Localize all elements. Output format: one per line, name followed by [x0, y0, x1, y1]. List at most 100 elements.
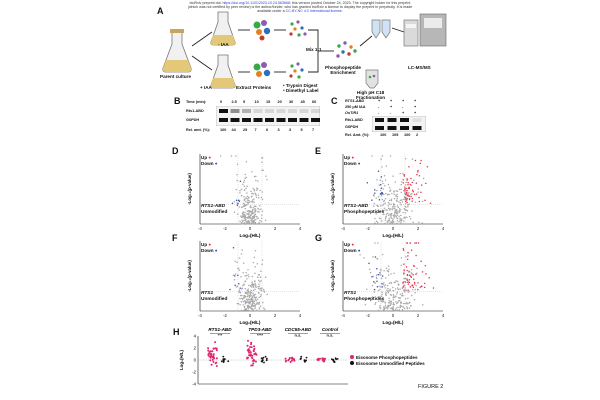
data-point	[386, 284, 389, 287]
data-point	[252, 206, 255, 209]
license-link[interactable]: CC-BY-NC 4.0 International license	[285, 9, 342, 14]
data-point	[252, 222, 254, 224]
data-point	[266, 293, 268, 296]
data-point	[394, 309, 396, 312]
header-text: ; this version posted October 24, 2023. …	[289, 1, 411, 5]
data-point	[379, 286, 382, 288]
data-point	[410, 275, 412, 277]
data-point	[248, 284, 250, 287]
data-point	[257, 303, 259, 305]
data-point	[384, 287, 387, 289]
volcano-subset: Unmodified	[201, 296, 228, 302]
data-point	[379, 184, 382, 186]
data-point	[392, 301, 395, 304]
data-point	[258, 211, 260, 213]
data-point	[374, 282, 376, 284]
data-point	[391, 221, 394, 224]
data-point	[244, 287, 247, 290]
data-point	[246, 192, 248, 194]
volcano-plot-f: -4 -2 0 2 4 Log₂(H/L) -Log₁₀(p-value)	[187, 241, 302, 325]
data-point	[404, 197, 406, 200]
data-point	[262, 309, 265, 312]
data-point	[399, 202, 402, 204]
rel-amt-value: 29	[243, 128, 248, 132]
data-point	[238, 206, 241, 208]
data-point-phospho	[208, 355, 211, 358]
data-point	[403, 269, 406, 271]
data-point	[366, 288, 368, 291]
data-point	[380, 268, 382, 271]
data-point	[404, 203, 407, 205]
doi-link[interactable]: https://doi.org/10.1101/2023.10.24.56366…	[222, 1, 290, 5]
data-point	[425, 273, 427, 275]
data-point	[251, 171, 253, 173]
legend-dot-up: ●	[351, 242, 355, 247]
data-point	[255, 296, 258, 299]
data-point	[393, 193, 396, 196]
data-point	[380, 277, 383, 280]
x-tick-label: -2	[366, 313, 370, 318]
data-point	[232, 247, 235, 249]
y-axis-label: -Log₁₀(p-value)	[330, 260, 335, 292]
data-point	[243, 203, 246, 205]
blot-bands-c1	[375, 118, 422, 122]
data-point	[382, 308, 385, 311]
data-point	[250, 298, 252, 300]
data-point	[400, 183, 402, 186]
data-point	[260, 196, 263, 199]
figure-label: FIGURE 2	[418, 384, 444, 390]
data-point	[261, 214, 263, 216]
data-point	[423, 282, 426, 285]
panel-label-f: F	[172, 233, 178, 243]
data-point	[374, 302, 377, 304]
data-point	[258, 285, 261, 288]
data-point	[381, 192, 384, 195]
data-point	[400, 188, 402, 191]
data-point	[400, 181, 403, 183]
data-point	[399, 293, 402, 296]
digest-label: • Trypsin Digest • Dimethyl Label	[283, 83, 319, 94]
data-point	[384, 292, 387, 295]
x-axis-label: Log₂(H/L)	[383, 233, 404, 238]
data-point	[229, 288, 231, 291]
data-point	[384, 179, 387, 181]
row-label-iaa: 250 μM IAA	[345, 105, 366, 109]
data-point	[256, 215, 258, 218]
data-point	[368, 297, 371, 300]
data-point-phospho	[284, 357, 287, 360]
data-point	[252, 193, 255, 195]
rel-amt-value: 7	[312, 128, 315, 132]
data-point	[390, 199, 393, 202]
data-point	[246, 201, 249, 204]
enrich-line-2: Enrichment	[330, 70, 356, 76]
y-tick-label: 4	[194, 333, 197, 338]
data-point	[396, 212, 399, 215]
data-point	[240, 309, 243, 311]
data-point	[420, 260, 422, 262]
data-point	[379, 288, 381, 291]
data-point	[254, 280, 256, 282]
legend-label-down: Down	[344, 161, 357, 166]
data-point	[243, 179, 246, 182]
data-point	[400, 203, 402, 206]
data-point	[246, 195, 249, 198]
data-point	[239, 192, 241, 194]
data-point	[258, 292, 260, 294]
data-point	[404, 277, 407, 280]
data-point	[379, 274, 381, 276]
data-point	[246, 197, 248, 200]
data-point	[243, 222, 245, 224]
data-point	[237, 267, 239, 270]
protein-cluster-icon	[253, 62, 271, 77]
data-point	[394, 214, 396, 217]
data-point	[239, 292, 242, 294]
data-point	[252, 286, 255, 288]
data-point	[254, 285, 257, 287]
data-point	[239, 287, 241, 289]
data-point	[378, 198, 381, 201]
volcano-legend: Up ● Down ●	[344, 242, 361, 254]
data-point	[378, 300, 380, 302]
group-label: CDC55-ABD	[285, 327, 312, 332]
data-point	[403, 302, 405, 305]
data-point	[390, 294, 392, 296]
